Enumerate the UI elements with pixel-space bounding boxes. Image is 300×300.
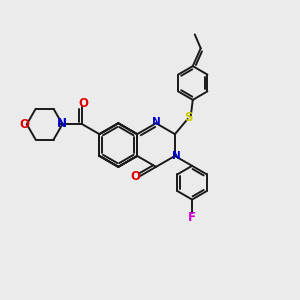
Text: S: S (184, 112, 193, 124)
Text: O: O (20, 118, 30, 131)
Text: O: O (130, 170, 140, 183)
Text: N: N (172, 151, 180, 161)
Text: F: F (188, 211, 196, 224)
Text: N: N (152, 117, 161, 127)
Text: O: O (78, 97, 88, 110)
Text: N: N (56, 117, 67, 130)
